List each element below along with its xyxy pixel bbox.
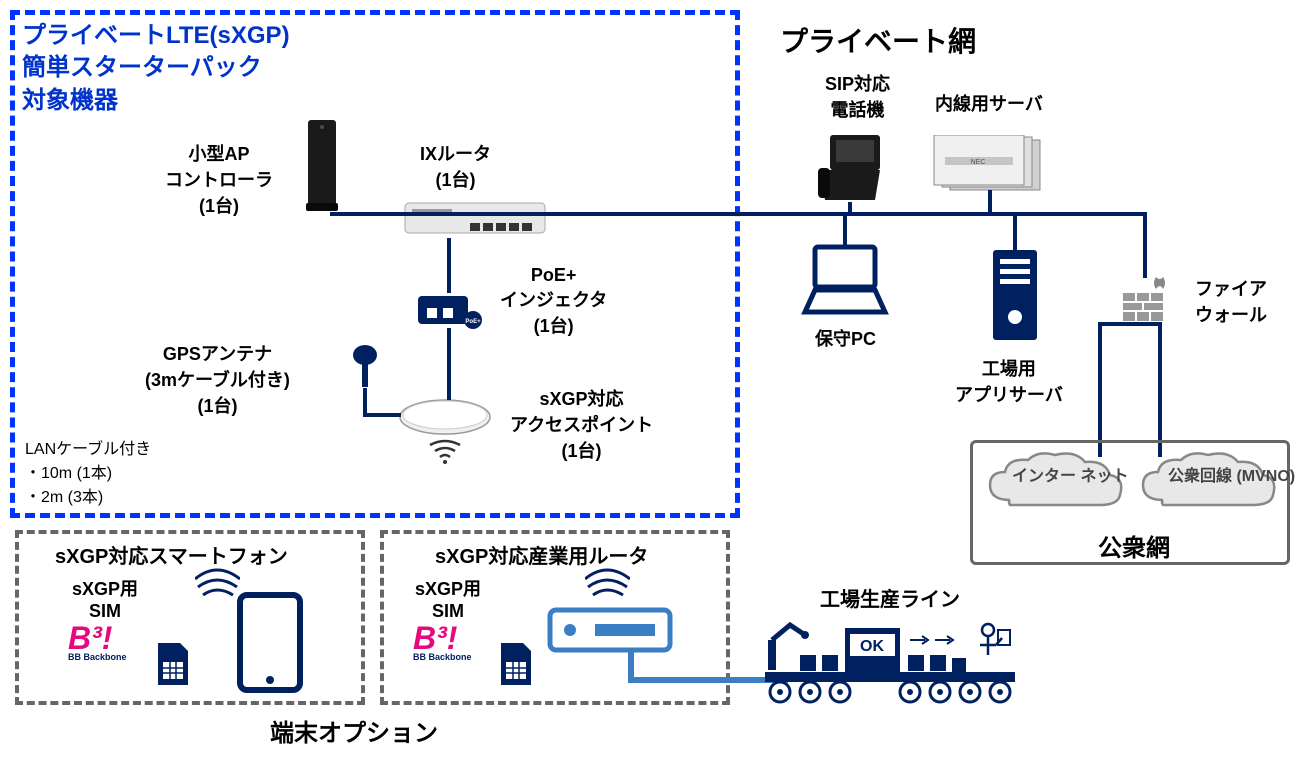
- firewall-icon: [1118, 275, 1173, 325]
- private-network-title: プライベート網: [780, 20, 976, 60]
- svg-text:NEC: NEC: [971, 159, 986, 166]
- lan-cable-note: LANケーブル付き ・10m (1本) ・2m (3本): [25, 435, 151, 507]
- app-server-label: 工場用 アプリサーバ: [955, 355, 1063, 407]
- connector-line: [843, 212, 847, 247]
- connector-line: [447, 328, 451, 400]
- connector-line: [363, 388, 367, 415]
- access-point-icon: [395, 395, 495, 465]
- gps-antenna-label: GPSアンテナ (3mケーブル付き) (1台): [145, 340, 290, 418]
- connector-line: [988, 190, 992, 216]
- smartphone-box-title: sXGP対応スマートフォン: [55, 540, 288, 569]
- connector-line: [1013, 212, 1017, 250]
- connector-line: [363, 413, 401, 417]
- smartphone-icon: [230, 585, 310, 695]
- internet-cloud-label: インター ネット: [1012, 462, 1128, 486]
- factory-line-title: 工場生産ライン: [820, 583, 960, 612]
- connector-line: [447, 238, 451, 293]
- sim-card-icon: [498, 640, 534, 688]
- pbx-server-icon: NEC: [930, 135, 1050, 193]
- wifi-waves-icon: [195, 565, 240, 605]
- app-server-icon: [985, 245, 1045, 345]
- connector-line: [1098, 322, 1162, 326]
- bb-backbone-logo: B³! BB Backbone: [68, 625, 127, 662]
- ix-router-label: IXルータ (1台): [420, 140, 491, 192]
- maintenance-pc-icon: [800, 242, 890, 317]
- wifi-waves-icon: [585, 565, 630, 605]
- connector-line: [628, 650, 634, 680]
- maintenance-pc-label: 保守PC: [815, 325, 876, 351]
- starter-pack-title: プライベートLTE(sXGP) 簡単スターターパック 対象機器: [22, 20, 290, 117]
- svg-text:PoE+: PoE+: [465, 319, 481, 325]
- poe-injector-label: PoE+ インジェクタ (1台): [500, 265, 607, 338]
- router-sim-label: sXGP用 SIM: [415, 575, 481, 622]
- ap-controller-icon: [280, 115, 360, 215]
- firewall-label: ファイア ウォール: [1195, 275, 1267, 327]
- connector-line: [330, 212, 1145, 216]
- sip-phone-label: SIP対応 電話機: [825, 70, 890, 122]
- smartphone-sim-label: sXGP用 SIM: [72, 575, 138, 622]
- sim-card-icon: [155, 640, 191, 688]
- svg-text:OK: OK: [860, 638, 884, 655]
- factory-line-icon: OK: [760, 610, 1020, 705]
- gps-antenna-icon: [350, 340, 380, 390]
- connector-line: [848, 202, 852, 216]
- connector-line: [1158, 322, 1162, 457]
- ap-controller-label: 小型AP コントローラ (1台): [165, 140, 273, 218]
- ix-router-icon: [400, 195, 550, 240]
- bb-backbone-logo: B³! BB Backbone: [413, 625, 472, 662]
- poe-injector-icon: PoE+: [415, 290, 485, 330]
- mvno-cloud-label: 公衆回線 (MVNO): [1168, 462, 1295, 486]
- connector-line: [1098, 322, 1102, 457]
- terminal-options-title: 端末オプション: [270, 713, 438, 748]
- connector-line: [1143, 212, 1147, 278]
- access-point-label: sXGP対応 アクセスポイント (1台): [510, 385, 653, 463]
- industrial-router-icon: [545, 600, 675, 655]
- pbx-server-label: 内線用サーバ: [935, 90, 1043, 116]
- sip-phone-icon: [810, 130, 890, 205]
- public-network-title: 公衆網: [1098, 528, 1170, 563]
